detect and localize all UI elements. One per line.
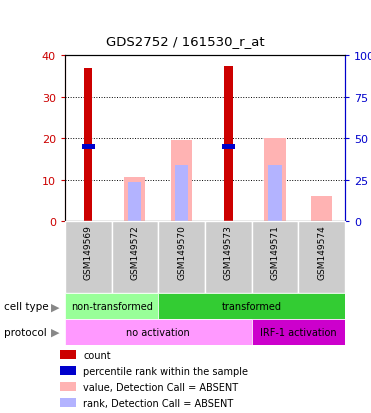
Bar (65, 319, 252, 345)
Text: GSM149571: GSM149571 (270, 225, 279, 280)
Bar (269, 166, 282, 221)
Bar (298, 221, 345, 294)
Bar (128, 182, 141, 221)
Text: GSM149574: GSM149574 (317, 225, 326, 280)
Bar (311, 197, 332, 221)
Text: GDS2752 / 161530_r_at: GDS2752 / 161530_r_at (106, 35, 265, 48)
Bar (224, 66, 233, 221)
Text: protocol: protocol (4, 327, 46, 337)
Bar (65, 221, 112, 294)
Bar (252, 221, 298, 294)
Bar (265, 139, 286, 221)
Bar (112, 221, 158, 294)
Bar (82, 145, 95, 150)
Bar (171, 141, 192, 221)
Bar (60, 351, 76, 359)
Text: transformed: transformed (221, 301, 282, 311)
Bar (84, 69, 92, 221)
Text: no activation: no activation (127, 327, 190, 337)
Text: rank, Detection Call = ABSENT: rank, Detection Call = ABSENT (83, 398, 234, 408)
Text: GSM149572: GSM149572 (131, 225, 139, 280)
Text: GSM149570: GSM149570 (177, 225, 186, 280)
Bar (175, 166, 188, 221)
Bar (158, 294, 345, 319)
Bar (60, 382, 76, 392)
Bar (60, 366, 76, 375)
Bar (222, 145, 235, 150)
Bar (205, 221, 252, 294)
Text: GSM149569: GSM149569 (84, 225, 93, 280)
Text: non-transformed: non-transformed (70, 301, 152, 311)
Text: GSM149573: GSM149573 (224, 225, 233, 280)
Bar (158, 221, 205, 294)
Bar (60, 399, 76, 407)
Text: ▶: ▶ (52, 327, 60, 337)
Bar (124, 178, 145, 221)
Text: count: count (83, 350, 111, 360)
Text: value, Detection Call = ABSENT: value, Detection Call = ABSENT (83, 382, 239, 392)
Text: percentile rank within the sample: percentile rank within the sample (83, 366, 248, 376)
Bar (252, 319, 345, 345)
Text: ▶: ▶ (52, 301, 60, 311)
Text: cell type: cell type (4, 301, 48, 311)
Bar (65, 294, 158, 319)
Text: IRF-1 activation: IRF-1 activation (260, 327, 336, 337)
